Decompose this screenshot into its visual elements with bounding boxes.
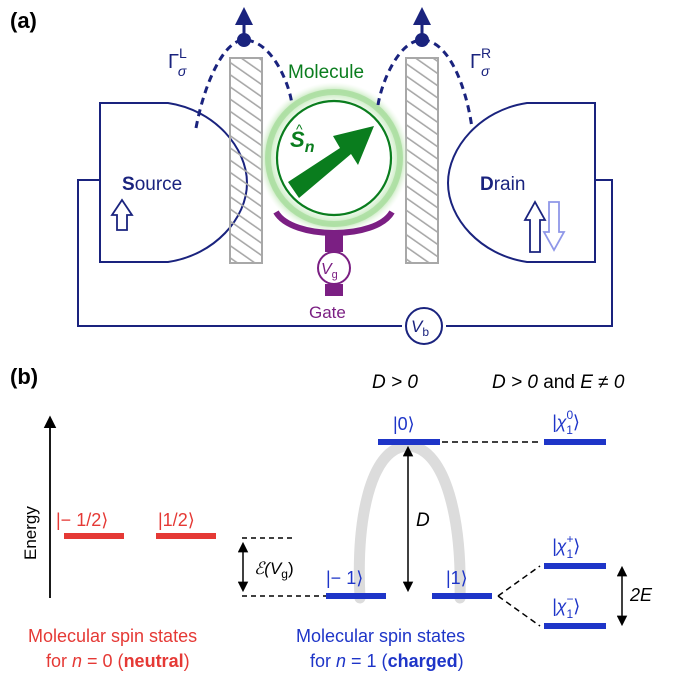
left-electron-icon (237, 33, 251, 47)
circuit-wire (77, 179, 613, 327)
charged-caption-line-1: Molecular spin states (296, 626, 465, 646)
left-tunneling-path (194, 38, 294, 129)
energy-offset-label: ℰ(Vg) (254, 559, 294, 581)
drain-spin-up-icon (523, 200, 547, 253)
molecule-label: Molecule (288, 62, 364, 83)
spin-operator-label: Sn (290, 127, 315, 156)
column-title-d-e: D > 0 and E ≠ 0 (492, 372, 625, 393)
source-spin-up-icon (110, 198, 134, 231)
e-gap-label: 2E (629, 585, 653, 605)
bias-voltage-source (405, 307, 443, 345)
transition-arc-right (404, 440, 466, 604)
bias-voltage-label: Vb (411, 317, 429, 339)
left-tunnel-barrier (229, 57, 263, 264)
charged-state-0: |0⟩ (393, 414, 415, 434)
chi-plus-state: |χ+ 1⟩ (552, 532, 580, 561)
right-tunneling-path (376, 38, 474, 129)
connector-chi-plus (497, 565, 541, 597)
chi-minus-state: |χ− 1⟩ (552, 592, 580, 621)
drain-spin-down-icon (542, 201, 566, 252)
gate-electrode (273, 210, 395, 236)
charged-caption-line-2: for n = 1 (charged) (310, 651, 464, 671)
gate-bottom-stem (325, 284, 343, 296)
charged-state-plus-1: |1⟩ (446, 568, 468, 588)
panel-a-label: (a) (10, 8, 37, 33)
molecule-spin-arrow-icon (288, 126, 374, 198)
right-electron-icon (415, 33, 429, 47)
connector-chi-minus (497, 595, 541, 627)
neutral-caption-line-2: for n = 0 (neutral) (46, 651, 190, 671)
neutral-state-minus-half: |− 1/2⟩ (56, 510, 108, 530)
neutral-state-plus-half: |1/2⟩ (158, 510, 195, 530)
gamma-right-label: ΓR σ (470, 45, 491, 79)
energy-axis-label: Energy (21, 506, 40, 560)
drain-label: Drain (480, 174, 525, 195)
transition-arc-left (353, 440, 412, 604)
charged-state-minus-1: |− 1⟩ (326, 568, 363, 588)
gamma-left-label: ΓL σ (168, 45, 187, 79)
d-gap-label: D (416, 510, 430, 531)
gate-stem (325, 234, 343, 252)
source-label: Source (122, 174, 182, 195)
panel-b-label: (b) (10, 364, 38, 389)
column-title-d-positive: D > 0 (372, 372, 418, 393)
gate-label: Gate (309, 303, 346, 322)
chi0-state: |χ0 1⟩ (552, 408, 580, 437)
neutral-caption-line-1: Molecular spin states (28, 626, 197, 646)
molecule-glow-ring (265, 89, 403, 227)
gate-voltage-label: Vg (321, 261, 338, 281)
spin-hat: ^ (296, 121, 303, 137)
right-tunnel-barrier (405, 57, 439, 264)
